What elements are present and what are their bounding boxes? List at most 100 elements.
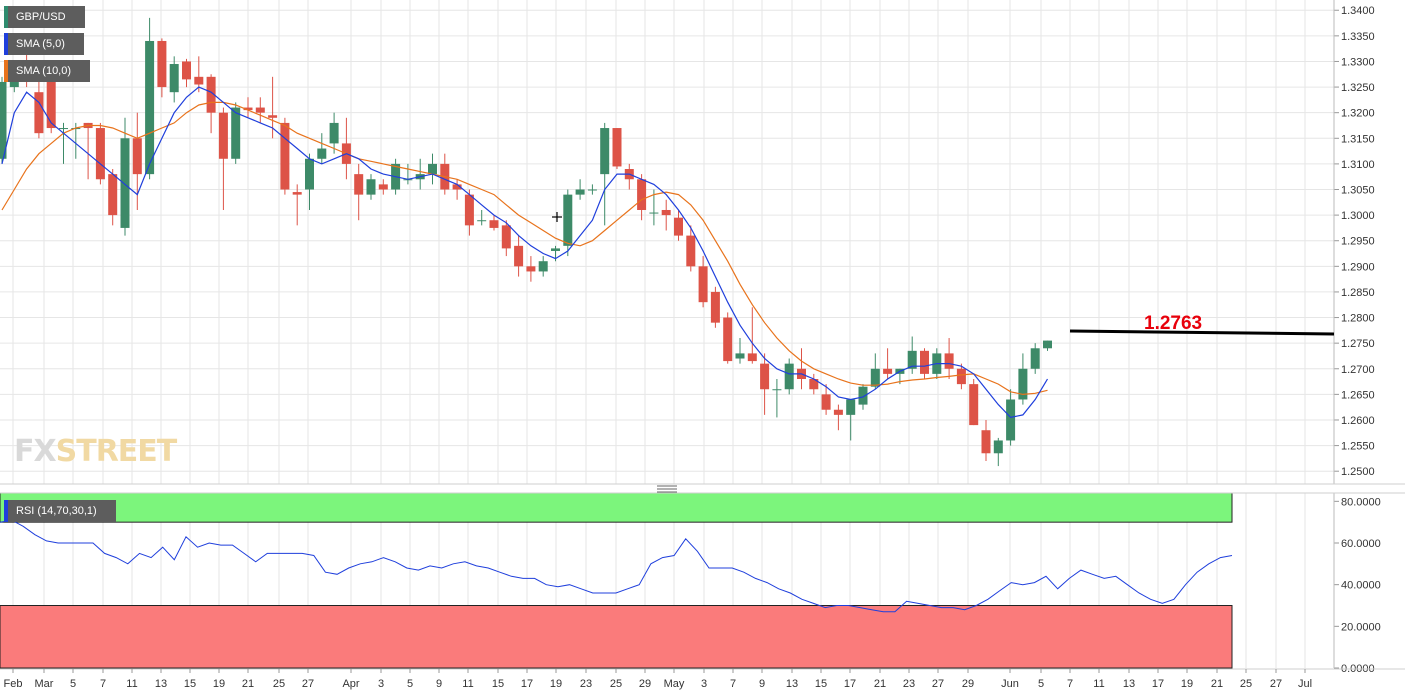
price-tick-label: 1.2900 <box>1341 261 1375 273</box>
candle-body <box>649 212 659 214</box>
x-tick-label: 13 <box>1123 678 1135 690</box>
price-tick-label: 1.2850 <box>1341 287 1375 299</box>
candle-body <box>587 189 597 191</box>
price-tick-label: 1.3250 <box>1341 82 1375 94</box>
x-tick-label: Jun <box>1001 678 1019 690</box>
legend-sma10-label: SMA (10,0) <box>16 65 72 77</box>
legend-gbpusd[interactable]: GBP/USD <box>4 6 85 28</box>
price-tick-label: 1.2800 <box>1341 313 1375 325</box>
x-tick-label: 27 <box>302 678 314 690</box>
candle-body <box>292 192 302 195</box>
legend-rsi[interactable]: RSI (14,70,30,1) <box>4 500 116 522</box>
price-tick-label: 1.2750 <box>1341 338 1375 350</box>
x-tick-label: 29 <box>639 678 651 690</box>
candle-body <box>674 217 683 236</box>
x-tick-label: 17 <box>844 678 856 690</box>
candle-body <box>1030 348 1040 369</box>
candle-body <box>59 128 68 130</box>
candle-body <box>858 386 868 405</box>
rsi-tick-label: 20.0000 <box>1341 621 1381 633</box>
x-tick-label: 19 <box>550 678 562 690</box>
candle-body <box>194 76 204 85</box>
rsi-oversold-zone <box>0 605 1233 669</box>
candle-body <box>280 122 290 190</box>
candle-body <box>981 430 991 454</box>
candle-body <box>305 158 314 190</box>
x-tick-label: 7 <box>100 678 106 690</box>
candle-body <box>95 128 105 180</box>
candle-body <box>255 107 265 113</box>
price-tick-label: 1.2550 <box>1341 441 1375 453</box>
candle-body <box>907 350 917 369</box>
candle-body <box>526 266 536 272</box>
x-axis-labels: Feb Mar 5 7 11 13 15 19 21 25 27 Apr 3 5 9 11 15 17 19 23 25… <box>4 669 1312 690</box>
candle-body <box>956 368 966 385</box>
legend-sma5[interactable]: SMA (5,0) <box>4 33 84 55</box>
candle-body <box>538 261 548 272</box>
x-tick-label: 13 <box>155 678 167 690</box>
candle-body <box>378 184 388 190</box>
x-tick-label: 25 <box>610 678 622 690</box>
x-tick-label: 15 <box>492 678 504 690</box>
candle-body <box>551 248 560 251</box>
x-tick-label: 7 <box>1067 678 1073 690</box>
x-tick-label: Feb <box>4 678 23 690</box>
candle-body <box>698 266 708 303</box>
x-tick-label: 7 <box>730 678 736 690</box>
candle-body <box>637 179 647 210</box>
rsi-overbought-zone <box>0 492 1233 523</box>
x-tick-label: 25 <box>1240 678 1252 690</box>
sma5-line <box>1 86 1049 419</box>
candle-body <box>34 92 44 134</box>
x-tick-label: 29 <box>962 678 974 690</box>
x-tick-label: 17 <box>1152 678 1164 690</box>
candle-body <box>514 245 524 267</box>
rsi-tick-label: 40.0000 <box>1341 580 1381 592</box>
legend-sma5-label: SMA (5,0) <box>16 38 65 50</box>
candle-body <box>735 353 745 359</box>
x-tick-label: 27 <box>1270 678 1282 690</box>
x-tick-label: 25 <box>273 678 285 690</box>
candle-body <box>46 79 56 129</box>
rsi-tick-label: 60.0000 <box>1341 538 1381 550</box>
candle-body <box>218 112 228 159</box>
price-tick-label: 1.2950 <box>1341 236 1375 248</box>
candle-body <box>747 353 757 362</box>
price-tick-label: 1.2700 <box>1341 364 1375 376</box>
legend-sma10-swatch <box>4 60 8 82</box>
x-tick-label: 21 <box>242 678 254 690</box>
legend-sma5-swatch <box>4 33 8 55</box>
candle-body <box>477 220 487 222</box>
candle-body <box>464 194 474 226</box>
candle-body <box>809 379 819 390</box>
candle-body <box>317 148 327 159</box>
candle-body <box>428 163 437 175</box>
pane-resize-handle[interactable] <box>657 485 677 493</box>
candle-body <box>821 394 831 410</box>
x-tick-label: 3 <box>378 678 384 690</box>
candle-body <box>206 76 216 113</box>
legend-gbpusd-label: GBP/USD <box>16 11 66 23</box>
price-tick-label: 1.2650 <box>1341 389 1375 401</box>
x-tick-label: 11 <box>462 678 473 690</box>
candle-body <box>1043 340 1052 349</box>
price-tick-label: 1.3050 <box>1341 185 1375 197</box>
x-tick-label: 11 <box>126 678 137 690</box>
rsi-tick-label: 80.0000 <box>1341 496 1381 508</box>
candle-body <box>563 194 573 246</box>
x-tick-label: 9 <box>759 678 765 690</box>
candle-body <box>600 128 610 175</box>
candle-body <box>760 363 770 390</box>
legend-sma10[interactable]: SMA (10,0) <box>4 60 90 82</box>
price-tick-label: 1.2600 <box>1341 415 1375 427</box>
legend-gbpusd-swatch <box>4 6 8 28</box>
candle-body <box>612 128 622 167</box>
candle-body <box>501 225 511 249</box>
price-tick-label: 1.3150 <box>1341 133 1375 145</box>
x-tick-label: 15 <box>815 678 827 690</box>
x-tick-label: 21 <box>874 678 886 690</box>
candle-body <box>661 209 671 216</box>
candle-body <box>489 220 499 228</box>
candle-body <box>920 350 929 374</box>
